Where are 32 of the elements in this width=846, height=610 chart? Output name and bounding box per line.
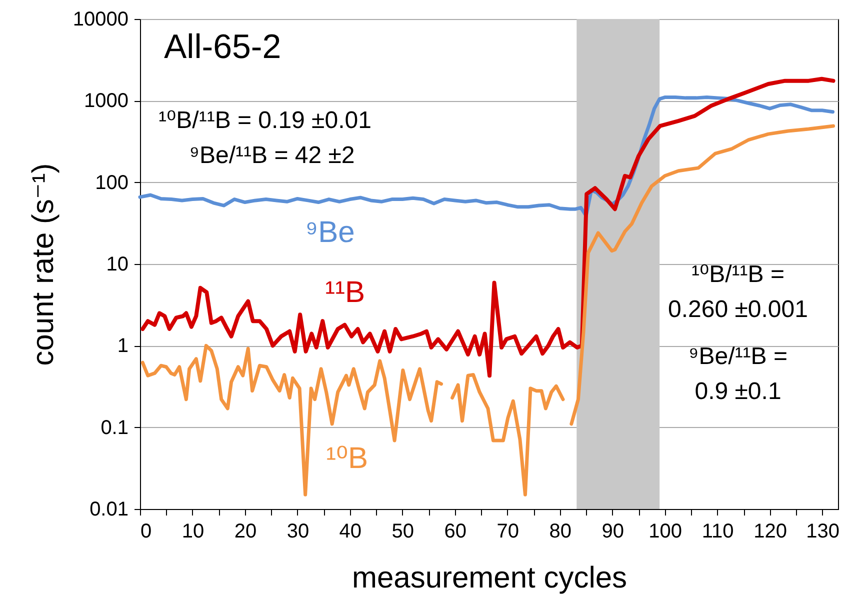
chart-title: All-65-2	[164, 28, 282, 66]
y-tick-label: 1	[117, 335, 128, 358]
series-label: ¹¹B	[325, 276, 365, 309]
x-tick-label: 100	[648, 520, 682, 542]
x-tick-label: 40	[339, 520, 362, 542]
annotation: ⁹Be/¹¹B = 42 ±2	[189, 142, 355, 169]
y-tick-label: 1000	[84, 90, 128, 112]
y-axis-title: count rate (s⁻¹)	[26, 163, 60, 366]
annotation: ⁹Be/¹¹B = 0.9 ±0.1	[688, 343, 788, 405]
annotation: ¹⁰B/¹¹B = 0.260 ±0.001	[668, 261, 808, 323]
series-label: ⁹Be	[305, 216, 355, 249]
x-tick-label: 110	[702, 520, 734, 542]
x-tick-label: 120	[754, 520, 787, 542]
y-tick-label: 10000	[72, 8, 128, 30]
x-tick-label: 90	[602, 520, 624, 542]
annotation: ¹⁰B/¹¹B = 0.19 ±0.01	[158, 107, 372, 134]
y-tick-label: 0.01	[90, 498, 128, 520]
x-tick-label: 0	[140, 520, 152, 542]
x-tick-label: 30	[286, 520, 310, 542]
x-tick-label: 50	[392, 520, 414, 542]
y-tick-label: 10	[106, 254, 128, 276]
y-tick-label: 0.1	[100, 416, 128, 439]
x-tick-label: 10	[182, 520, 204, 542]
line-series	[140, 76, 836, 378]
y-tick-label: 100	[95, 172, 128, 194]
x-tick-label: 60	[444, 520, 467, 542]
x-tick-label: 20	[234, 520, 257, 542]
x-tick-label: 70	[496, 520, 519, 542]
x-tick-label: 130	[806, 520, 840, 542]
series-label: ¹⁰B	[326, 442, 368, 475]
x-tick-label: 80	[549, 520, 572, 542]
x-axis-title: measurement cycles	[352, 562, 628, 594]
